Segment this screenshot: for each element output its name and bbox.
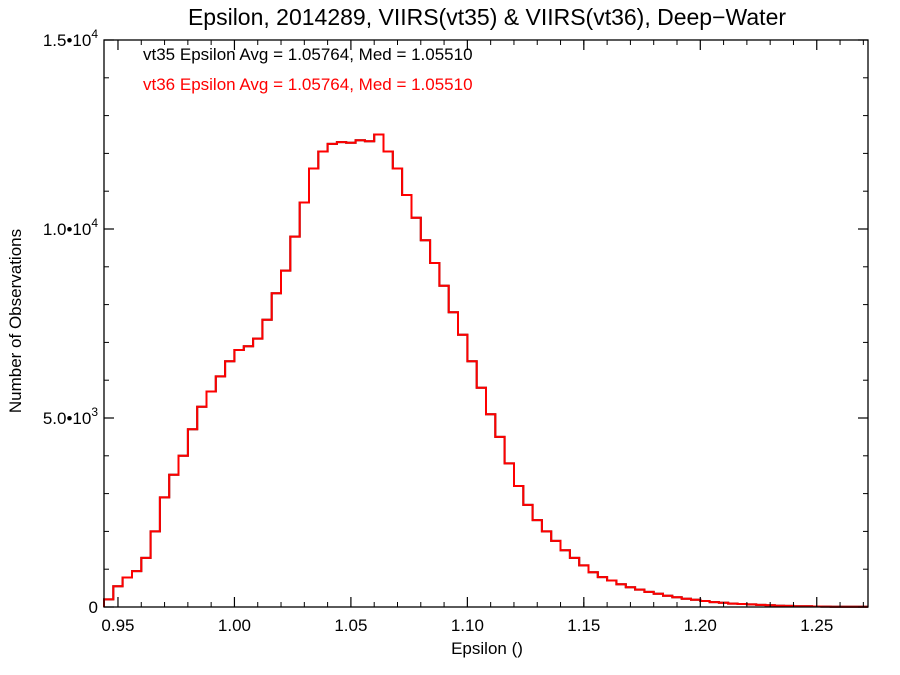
chart-title: Epsilon, 2014289, VIIRS(vt35) & VIIRS(vt… — [188, 4, 786, 30]
x-tick-label: 1.10 — [451, 616, 484, 635]
y-tick-label: 5.0•103 — [43, 405, 99, 428]
plot-frame — [103, 39, 869, 608]
y-tick-labels: 0 5.0•103 1.0•104 1.5•104 — [43, 27, 99, 617]
x-tick-label: 1.15 — [567, 616, 600, 635]
y-tick-label: 0 — [89, 598, 98, 617]
x-tick-label: 1.25 — [800, 616, 833, 635]
y-axis-label: Number of Observations — [6, 229, 25, 413]
plot-series-group — [103, 133, 868, 608]
x-tick-label: 1.05 — [334, 616, 367, 635]
vt36-annotation: vt36 Epsilon Avg = 1.05764, Med = 1.0551… — [143, 75, 473, 94]
x-axis-label: Epsilon () — [451, 639, 523, 658]
x-tick-label: 0.95 — [101, 616, 134, 635]
x-tick-labels: 0.95 1.00 1.05 1.10 1.15 1.20 1.25 — [101, 616, 833, 635]
x-tick-label: 1.20 — [684, 616, 717, 635]
axis-ticks — [104, 39, 868, 608]
series-line-vt36 — [103, 133, 868, 608]
vt35-annotation: vt35 Epsilon Avg = 1.05764, Med = 1.0551… — [143, 45, 473, 64]
y-tick-label: 1.0•104 — [43, 216, 99, 239]
x-tick-label: 1.00 — [218, 616, 251, 635]
y-tick-label: 1.5•104 — [43, 27, 99, 50]
